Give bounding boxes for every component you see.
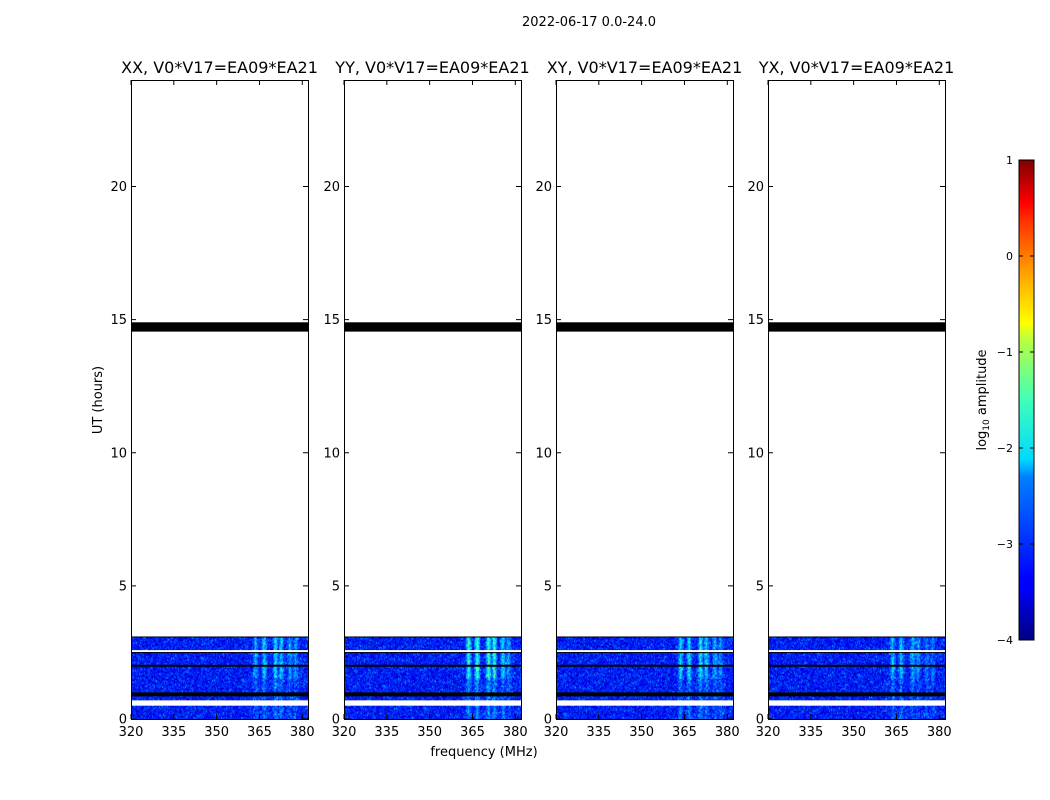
x-tick-label: 365 [672, 725, 697, 740]
x-tick-label: 365 [247, 725, 272, 740]
x-tick-label: 380 [503, 725, 528, 740]
colorbar-label-main: log [975, 431, 990, 451]
x-tick-label: 335 [798, 725, 823, 740]
y-tick-label: 5 [119, 579, 127, 594]
y-tick-label: 20 [323, 180, 340, 195]
thin-line [344, 650, 521, 653]
y-tick-label: 15 [110, 313, 127, 328]
heatmap-data [131, 636, 308, 720]
x-tick-label: 350 [629, 725, 654, 740]
y-tick-label: 10 [747, 446, 764, 461]
y-tick-label: 10 [323, 446, 340, 461]
panel-4: YX, V0*V17=EA09*EA21 0 5 10 15 20 320 335 350 365… [747, 58, 954, 740]
y-tick-label: 0 [544, 713, 552, 728]
y-tick-label: 20 [747, 180, 764, 195]
colorbar-tick-label: −1 [997, 346, 1013, 359]
colorbar-tick-label: −4 [997, 634, 1013, 647]
figure-title: 2022-06-17 0.0-24.0 [522, 15, 656, 30]
colorbar-tick-label: 1 [1006, 154, 1013, 167]
y-tick-label: 10 [535, 446, 552, 461]
x-tick-label: 350 [204, 725, 229, 740]
thin-line [131, 664, 308, 667]
panel-3: XY, V0*V17=EA09*EA21 0 5 10 15 20 320 335 350 365… [535, 58, 742, 740]
gap-band [556, 700, 733, 706]
y-tick-label: 20 [535, 180, 552, 195]
y-tick-label: 10 [110, 446, 127, 461]
axes-frame [131, 80, 309, 720]
y-tick-label: 0 [332, 713, 340, 728]
panels: XX, V0*V17=EA09*EA21 0 5 10 15 20 320 335 350 365… [110, 58, 954, 740]
thin-line [556, 650, 733, 653]
x-tick-label: 350 [417, 725, 442, 740]
panel-title: YX, V0*V17=EA09*EA21 [758, 58, 955, 77]
flagged-block [131, 322, 308, 332]
colorbar-gradient [1018, 159, 1035, 641]
colorbar-tick-label: 0 [1006, 250, 1013, 263]
y-tick-label: 0 [119, 713, 127, 728]
flagged-band [556, 692, 733, 697]
gap-band [768, 700, 945, 706]
y-tick-label: 15 [323, 313, 340, 328]
colorbar: 10−1−2−3−4 log10 amplitude [975, 154, 1035, 647]
colorbar-tick-label: −2 [997, 442, 1013, 455]
x-tick-label: 320 [119, 725, 144, 740]
x-tick-label: 320 [544, 725, 569, 740]
x-tick-label: 335 [374, 725, 399, 740]
x-tick-label: 380 [927, 725, 952, 740]
thin-line [768, 664, 945, 667]
x-tick-label: 380 [715, 725, 740, 740]
y-tick-label: 15 [535, 313, 552, 328]
y-tick-label: 20 [110, 180, 127, 195]
x-tick-label: 335 [161, 725, 186, 740]
x-tick-label: 320 [332, 725, 357, 740]
axes-frame [556, 80, 734, 720]
gap-band [131, 700, 308, 706]
panel-title: XY, V0*V17=EA09*EA21 [547, 58, 743, 77]
panel-title: XX, V0*V17=EA09*EA21 [121, 58, 318, 77]
axes-frame [344, 80, 522, 720]
panel-2: YY, V0*V17=EA09*EA21 0 5 10 15 20 320 335 350 365… [323, 58, 529, 740]
colorbar-label: log10 amplitude [975, 349, 992, 450]
y-axis-label: UT (hours) [91, 366, 106, 434]
flagged-block [556, 322, 733, 332]
gap-band [344, 700, 521, 706]
axes-frame [768, 80, 946, 720]
heatmap-data [344, 636, 521, 720]
x-tick-label: 320 [756, 725, 781, 740]
x-tick-label: 365 [884, 725, 909, 740]
colorbar-ticks: 1 0 −1 −2 −3 −4 [997, 154, 1034, 647]
thin-line [131, 650, 308, 653]
heatmap-data [768, 636, 945, 720]
x-tick-label: 350 [841, 725, 866, 740]
thin-line [556, 664, 733, 667]
thin-line [344, 664, 521, 667]
flagged-band [131, 692, 308, 697]
x-tick-label: 335 [586, 725, 611, 740]
colorbar-label-rest: amplitude [975, 349, 990, 419]
x-axis-label: frequency (MHz) [430, 745, 537, 760]
y-tick-label: 5 [544, 579, 552, 594]
x-tick-label: 365 [460, 725, 485, 740]
colorbar-label-sub: 10 [982, 419, 992, 431]
flagged-block [768, 322, 945, 332]
flagged-block [344, 322, 521, 332]
panel-title: YY, V0*V17=EA09*EA21 [334, 58, 529, 77]
flagged-band [768, 692, 945, 697]
y-tick-label: 5 [756, 579, 764, 594]
x-tick-label: 380 [290, 725, 315, 740]
heatmap-data [556, 636, 733, 720]
flagged-band [344, 692, 521, 697]
y-tick-label: 0 [756, 713, 764, 728]
colorbar-tick-label: −3 [997, 538, 1013, 551]
y-tick-label: 15 [747, 313, 764, 328]
thin-line [768, 650, 945, 653]
panel-1: XX, V0*V17=EA09*EA21 0 5 10 15 20 320 335 350 365… [110, 58, 317, 740]
y-tick-label: 5 [332, 579, 340, 594]
